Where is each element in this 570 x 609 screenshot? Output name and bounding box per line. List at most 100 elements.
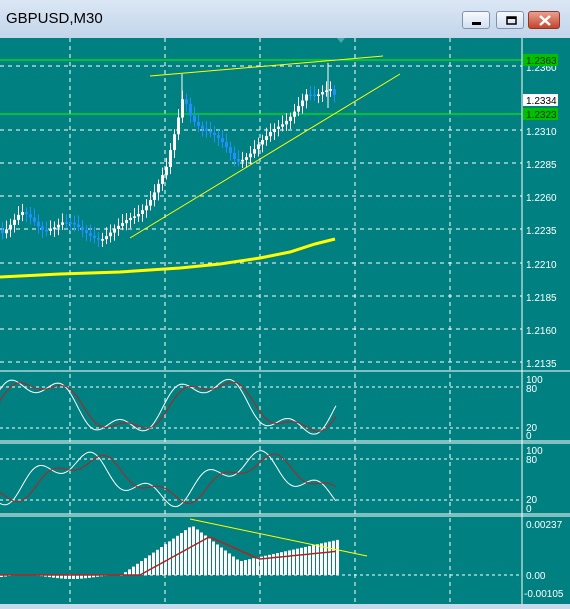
chart-area[interactable]: 1.2360 1.2310 1.2285 1.2260 1.2235 1.221…: [0, 38, 570, 604]
candle-body: [89, 233, 92, 236]
macd-pane[interactable]: [0, 519, 367, 579]
macd-bar: [192, 527, 195, 576]
candle-body: [49, 229, 52, 231]
candle-body: [313, 95, 316, 97]
candle-body: [221, 138, 224, 142]
candle-body: [297, 106, 300, 111]
macd-bar: [136, 564, 139, 575]
candle-body: [1, 230, 4, 233]
macd-bar: [240, 561, 243, 575]
candle-body: [241, 160, 244, 162]
stochastic-1-pane[interactable]: [0, 379, 336, 434]
candle-body: [17, 215, 20, 220]
candles: [1, 63, 336, 247]
candle-body: [305, 94, 308, 100]
macd-bar: [204, 536, 207, 576]
macd-bar: [296, 549, 299, 575]
minimize-button[interactable]: [462, 11, 490, 29]
candle-body: [321, 92, 324, 94]
candle-body: [101, 239, 104, 241]
candle-body: [209, 131, 212, 133]
candle-body: [201, 126, 204, 129]
title-bar[interactable]: GBPUSD,M30: [0, 0, 570, 38]
candle-body: [65, 222, 68, 224]
candle-body: [53, 227, 56, 229]
macd-bar: [316, 544, 319, 575]
candle-body: [81, 227, 84, 230]
candle-body: [249, 154, 252, 158]
candle-body: [257, 144, 260, 149]
price-tick: 1.2210: [526, 260, 557, 271]
candle-body: [185, 99, 188, 104]
price-tick: 1.2310: [526, 127, 557, 138]
macd-bar: [308, 546, 311, 575]
stoch1-level: 80: [526, 384, 538, 395]
candle-body: [149, 200, 152, 206]
macd-bar: [180, 533, 183, 575]
minimize-icon: [463, 12, 491, 30]
candle-body: [73, 223, 76, 225]
price-tick: 1.2285: [526, 160, 557, 171]
close-button[interactable]: [528, 11, 560, 29]
maximize-button[interactable]: [496, 11, 524, 29]
candle-body: [253, 149, 256, 153]
candle-body: [177, 117, 180, 134]
candle-body: [233, 153, 236, 159]
stoch2-level: 80: [526, 455, 538, 466]
macd-bar: [288, 550, 291, 575]
candle-body: [105, 236, 108, 239]
price-tick: 1.2260: [526, 193, 557, 204]
macd-bar: [232, 557, 235, 576]
macd-bar: [160, 547, 163, 575]
macd-bar: [188, 527, 191, 575]
candle-body: [333, 89, 336, 95]
macd-histogram: [0, 527, 339, 579]
candle-body: [265, 136, 268, 140]
chart-shift-marker[interactable]: [337, 38, 345, 43]
candle-body: [189, 104, 192, 116]
macd-bar: [276, 553, 279, 575]
macd-level: 0.00237: [526, 520, 563, 531]
candle-body: [205, 129, 208, 131]
macd-bar: [220, 548, 223, 576]
candle-body: [25, 212, 28, 214]
candle-body: [301, 100, 304, 106]
candle-body: [117, 226, 120, 229]
macd-bar: [248, 559, 251, 575]
moving-average-line[interactable]: [0, 239, 335, 277]
chart-canvas[interactable]: 1.2360 1.2310 1.2285 1.2260 1.2235 1.221…: [0, 38, 570, 604]
candle-body: [193, 116, 196, 122]
macd-bar: [300, 548, 303, 575]
stoch1-level: 0: [526, 431, 532, 442]
line-price-2-text: 1.2323: [526, 110, 557, 121]
candle-body: [245, 157, 248, 160]
candle-body: [261, 140, 264, 144]
macd-bar: [152, 553, 155, 575]
macd-bar: [304, 547, 307, 575]
macd-bar: [336, 540, 339, 575]
candle-body: [77, 225, 80, 228]
macd-bar: [156, 550, 159, 575]
candle-body: [317, 94, 320, 96]
window-title: GBPUSD,M30: [6, 10, 103, 27]
candle-body: [121, 223, 124, 226]
candle-body: [45, 230, 48, 232]
macd-level: -0.00105: [524, 589, 564, 600]
price-scale[interactable]: 1.2360 1.2310 1.2285 1.2260 1.2235 1.221…: [523, 54, 564, 600]
candle-body: [289, 117, 292, 121]
current-price-text: 1.2334: [526, 96, 557, 107]
stoch2-level: 0: [526, 504, 532, 515]
price-plot[interactable]: [0, 38, 522, 277]
macd-bar: [212, 542, 215, 576]
candle-body: [165, 167, 168, 175]
macd-bar: [200, 533, 203, 576]
candle-body: [41, 226, 44, 230]
macd-bar: [228, 554, 231, 576]
candle-body: [217, 135, 220, 138]
macd-bar: [184, 530, 187, 575]
macd-bar: [292, 550, 295, 575]
macd-bar: [132, 567, 135, 575]
macd-bar: [244, 560, 247, 575]
macd-bar: [236, 560, 239, 576]
candle-body: [133, 216, 136, 218]
